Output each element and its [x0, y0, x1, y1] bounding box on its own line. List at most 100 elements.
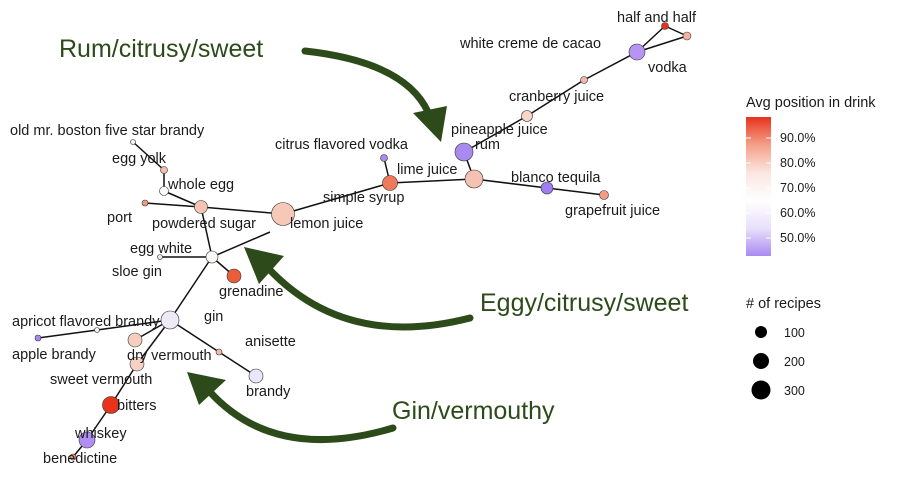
label-egg-white: egg white	[130, 241, 192, 257]
node-sweet-vermouth[interactable]	[129, 356, 145, 372]
label-vodka: vodka	[648, 60, 688, 76]
edge	[200, 206, 284, 215]
label-old-mr-boston: old mr. boston five star brandy	[10, 123, 205, 139]
edge	[546, 187, 605, 196]
edge	[636, 35, 688, 53]
node-port[interactable]	[141, 199, 149, 207]
arrow-rum-callout-head	[413, 106, 447, 142]
node-egg-yolk[interactable]	[160, 166, 168, 174]
label-whole-egg: whole egg	[167, 177, 234, 193]
edge	[132, 141, 165, 171]
node-rum[interactable]	[454, 142, 474, 162]
callout-gin-vermouthy: Gin/vermouthy	[392, 397, 555, 425]
size-key-small	[755, 326, 767, 338]
label-white-creme-de-cacao: white creme de cacao	[459, 36, 601, 52]
label-sloe-gin: sloe gin	[112, 264, 162, 280]
label-egg-yolk: egg yolk	[112, 151, 167, 167]
size-key-label: 100	[784, 326, 805, 340]
label-port: port	[107, 210, 132, 226]
network-nodes	[34, 22, 692, 461]
callout-arrows	[187, 47, 474, 444]
node-whole-egg[interactable]	[159, 186, 169, 196]
label-blanco-tequila: blanco tequila	[511, 170, 601, 186]
colorbar	[746, 117, 771, 256]
label-cranberry-juice: cranberry juice	[509, 89, 604, 105]
node-egg-white[interactable]	[205, 250, 219, 264]
label-bitters: bitters	[117, 398, 157, 414]
arrow-eggy-callout-head	[244, 247, 284, 284]
label-rum: rum	[475, 137, 500, 153]
label-grenadine: grenadine	[219, 284, 284, 300]
size-legend-title: # of recipes	[746, 296, 821, 312]
callout-rum-citrusy-sweet: Rum/citrusy/sweet	[59, 35, 263, 63]
label-citrus-flavored-vodka: citrus flavored vodka	[275, 137, 409, 153]
node-lime-juice[interactable]	[464, 169, 484, 189]
edge	[583, 51, 638, 81]
label-dry-vermouth: dry vermouth	[127, 348, 212, 364]
edge	[218, 351, 257, 377]
node-dry-vermouth[interactable]	[127, 332, 143, 348]
node-apricot-flavored-brandy[interactable]	[94, 327, 100, 333]
edge	[96, 319, 171, 331]
label-lime-juice: lime juice	[397, 162, 457, 178]
arrow-eggy-callout	[264, 264, 474, 331]
size-key-label: 200	[784, 355, 805, 369]
label-apricot-flavored-brandy: apricot flavored brandy	[12, 314, 160, 330]
label-brandy: brandy	[246, 384, 291, 400]
node-lemon-juice[interactable]	[271, 202, 295, 226]
label-apple-brandy: apple brandy	[12, 347, 97, 363]
edge	[211, 231, 271, 258]
node-old-mr-boston[interactable]	[130, 139, 136, 145]
edge	[37, 329, 98, 339]
node-white-creme-de-cacao[interactable]	[682, 31, 692, 41]
label-half-and-half: half and half	[617, 10, 697, 26]
colorbar-tick-label: 50.0%	[780, 231, 815, 245]
edge	[526, 79, 585, 117]
label-whiskey: whiskey	[74, 426, 127, 442]
node-simple-syrup[interactable]	[382, 175, 398, 191]
node-sloe-gin[interactable]	[157, 254, 163, 260]
label-benedictine: benedictine	[43, 451, 117, 467]
colorbar-tick-label: 60.0%	[780, 206, 815, 220]
node-bitters[interactable]	[102, 396, 120, 414]
label-gin: gin	[204, 309, 223, 325]
node-powdered-sugar[interactable]	[194, 200, 208, 214]
node-benedictine[interactable]	[69, 453, 77, 461]
node-grapefruit-juice[interactable]	[599, 190, 609, 200]
edge	[463, 115, 528, 153]
node-vodka[interactable]	[628, 43, 646, 61]
colorbar-tick-label: 90.0%	[780, 131, 815, 145]
colorbar-ticks	[746, 137, 771, 239]
arrow-gin-callout-head	[187, 372, 226, 405]
arrow-gin-callout	[206, 388, 397, 444]
color-legend-title: Avg position in drink	[746, 95, 876, 111]
node-half-and-half[interactable]	[661, 22, 669, 30]
edge	[169, 319, 220, 353]
label-sweet-vermouth: sweet vermouth	[50, 372, 152, 388]
node-anisette[interactable]	[215, 348, 223, 356]
label-lemon-juice: lemon juice	[290, 216, 363, 232]
node-apple-brandy[interactable]	[34, 334, 42, 342]
size-legend: # of recipes 100 200 300	[746, 296, 821, 400]
node-citrus-flavored-vodka[interactable]	[380, 154, 388, 162]
node-gin[interactable]	[160, 310, 180, 330]
colorbar-tick-label: 70.0%	[780, 181, 815, 195]
size-key-large	[751, 380, 771, 400]
node-cranberry-juice[interactable]	[580, 76, 588, 84]
node-blanco-tequila[interactable]	[540, 181, 554, 195]
label-powdered-sugar: powdered sugar	[152, 216, 256, 232]
node-brandy[interactable]	[248, 368, 264, 384]
node-pineapple-juice[interactable]	[521, 110, 533, 122]
size-key-label: 300	[784, 384, 805, 398]
edge	[473, 178, 548, 189]
label-grapefruit-juice: grapefruit juice	[565, 203, 660, 219]
node-whiskey[interactable]	[78, 431, 96, 449]
edge	[389, 178, 475, 184]
node-grenadine[interactable]	[226, 268, 242, 284]
colorbar-tick-label: 80.0%	[780, 156, 815, 170]
arrow-rum-callout	[301, 47, 432, 116]
callout-eggy-citrusy-sweet: Eggy/citrusy/sweet	[480, 289, 688, 317]
edge	[144, 202, 202, 208]
edge	[200, 206, 213, 258]
